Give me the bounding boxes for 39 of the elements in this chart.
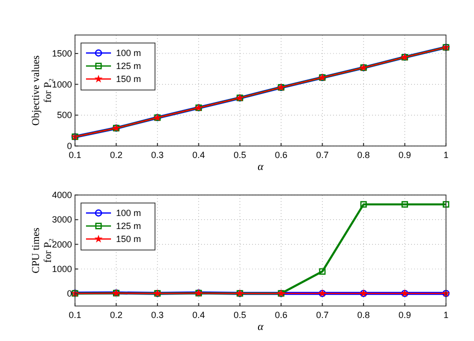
x-tick-label: 0.7 bbox=[316, 310, 329, 320]
x-tick-label: 0.5 bbox=[234, 310, 246, 320]
x-tick-label: 0.4 bbox=[192, 150, 205, 160]
y-axis-title: CPU times for P₂ bbox=[31, 228, 54, 274]
legend-label: 125 m bbox=[116, 61, 142, 71]
y-tick-label: 0 bbox=[66, 288, 72, 299]
x-tick-label: 0.8 bbox=[357, 310, 370, 320]
x-tick-label: 0.5 bbox=[234, 150, 246, 160]
x-tick-label: 0.3 bbox=[151, 310, 164, 320]
legend-label: 150 m bbox=[116, 234, 142, 244]
x-axis-title: α bbox=[258, 161, 264, 173]
x-tick-label: 0.9 bbox=[398, 310, 412, 320]
y-tick-label: 1000 bbox=[52, 264, 72, 274]
x-tick-label: 0.2 bbox=[110, 150, 122, 160]
x-tick-label: 0.9 bbox=[398, 150, 412, 160]
x-tick-label: 0.4 bbox=[192, 310, 205, 320]
x-tick-label: 0.1 bbox=[68, 310, 82, 320]
y-tick-label: 1500 bbox=[52, 48, 72, 58]
y-axis-title: Objective values for P₂ bbox=[31, 55, 54, 126]
legend-label: 100 m bbox=[116, 48, 142, 58]
x-tick-label: 0.1 bbox=[68, 150, 82, 160]
x-tick-label: 1 bbox=[443, 310, 449, 320]
y-tick-label: 500 bbox=[56, 110, 72, 120]
y-tick-label: 1000 bbox=[52, 79, 72, 90]
x-tick-label: 1 bbox=[443, 150, 449, 160]
legend-label: 150 m bbox=[116, 74, 142, 84]
x-tick-label: 0.3 bbox=[151, 150, 164, 160]
x-tick-label: 0.6 bbox=[274, 150, 288, 160]
x-axis-title: α bbox=[258, 321, 264, 333]
y-tick-label: 3000 bbox=[52, 214, 72, 225]
x-tick-label: 0.6 bbox=[274, 310, 288, 320]
y-tick-label: 0 bbox=[66, 141, 72, 151]
legend-label: 125 m bbox=[116, 221, 142, 231]
legend-label: 100 m bbox=[116, 208, 142, 218]
x-tick-label: 0.8 bbox=[357, 150, 370, 160]
y-tick-label: 4000 bbox=[52, 190, 72, 200]
y-tick-label: 2000 bbox=[52, 239, 72, 250]
x-tick-label: 0.7 bbox=[316, 150, 329, 160]
x-tick-label: 0.2 bbox=[110, 310, 122, 320]
